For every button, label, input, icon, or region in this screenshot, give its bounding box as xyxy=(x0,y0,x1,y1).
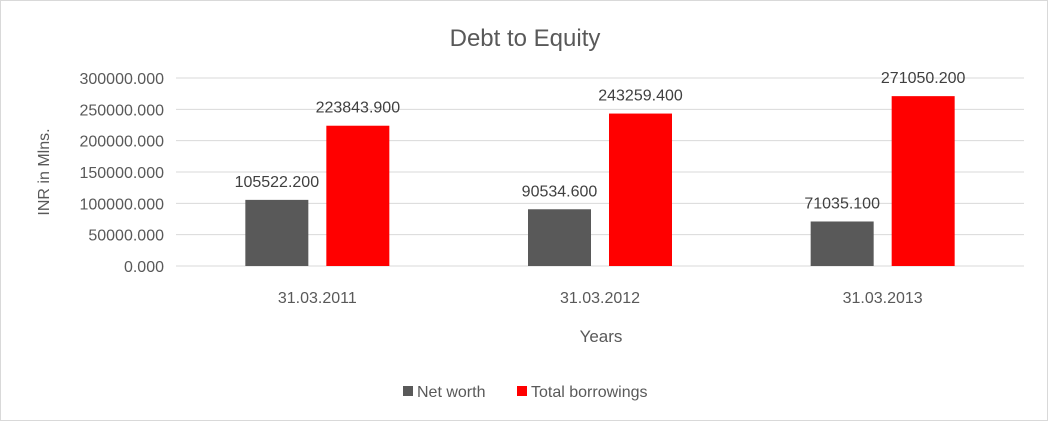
bar-net-worth xyxy=(810,221,874,266)
y-tick-label: 50000.000 xyxy=(88,228,164,245)
data-label: 243259.400 xyxy=(598,88,683,105)
bar-total-borrowings xyxy=(891,96,955,266)
bar-total-borrowings xyxy=(326,125,390,266)
legend: Net worth Total borrowings xyxy=(403,384,648,401)
legend-label: Total borrowings xyxy=(531,384,648,401)
legend-swatch xyxy=(517,386,527,396)
legend-label: Net worth xyxy=(417,384,485,401)
x-tick-label: 31.03.2013 xyxy=(843,290,923,307)
y-tick-label: 0.000 xyxy=(124,259,164,276)
y-tick-label: 150000.000 xyxy=(79,165,164,182)
x-axis-ticks: 31.03.2011 31.03.2012 31.03.2013 xyxy=(278,290,923,307)
y-tick-label: 200000.000 xyxy=(79,134,164,151)
y-tick-label: 300000.000 xyxy=(79,71,164,88)
chart-title: Debt to Equity xyxy=(450,25,601,52)
x-axis-label: Years xyxy=(580,327,623,346)
bar-total-borrowings xyxy=(609,113,672,267)
data-label: 271050.200 xyxy=(881,70,966,87)
data-label: 223843.900 xyxy=(316,100,401,117)
y-tick-label: 250000.000 xyxy=(79,102,164,119)
legend-swatch xyxy=(403,386,413,396)
y-axis-label: INR in Mlns. xyxy=(36,128,53,215)
data-label: 105522.200 xyxy=(235,174,320,191)
y-tick-label: 100000.000 xyxy=(79,196,164,213)
x-tick-label: 31.03.2011 xyxy=(278,290,357,307)
y-axis-ticks: 0.000 50000.000 100000.000 150000.000 200000… xyxy=(79,71,164,276)
data-label: 71035.100 xyxy=(804,195,880,212)
x-tick-label: 31.03.2012 xyxy=(560,290,640,307)
bar-net-worth xyxy=(245,199,309,266)
bar-net-worth xyxy=(528,209,591,266)
gridlines xyxy=(176,77,1024,267)
bars: 105522.200 223843.900 90534.600 243259.400 7… xyxy=(235,70,966,267)
data-label: 90534.600 xyxy=(522,183,598,200)
